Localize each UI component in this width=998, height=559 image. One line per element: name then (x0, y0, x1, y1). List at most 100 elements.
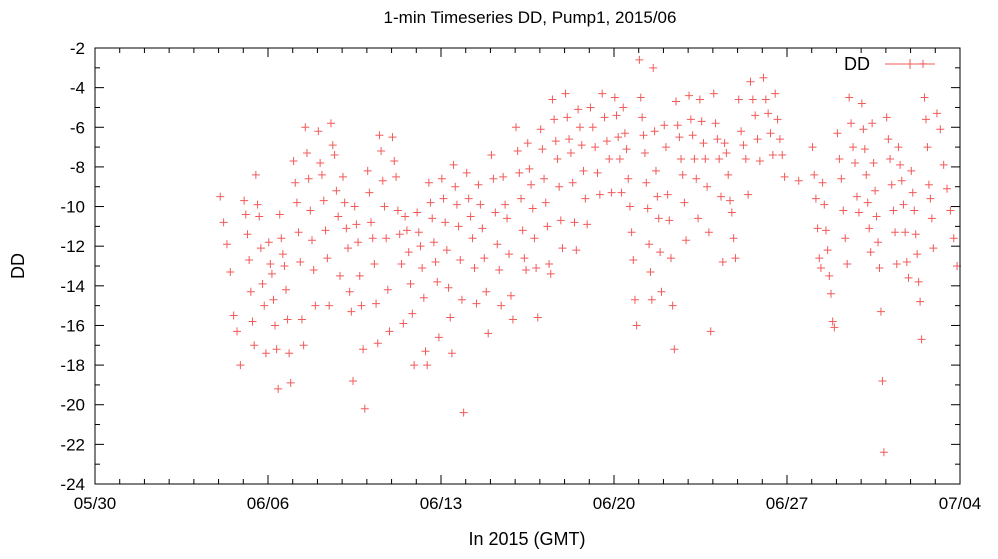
data-point (275, 210, 284, 219)
data-point (240, 196, 249, 205)
data-point (650, 127, 659, 136)
data-point (258, 279, 267, 288)
data-point (349, 376, 358, 385)
legend-label: DD (844, 54, 870, 74)
y-tick-label: -10 (60, 198, 85, 217)
data-point (401, 212, 410, 221)
data-point (326, 119, 335, 128)
data-point (540, 174, 549, 183)
data-point (926, 194, 935, 203)
y-tick-label: -22 (60, 435, 85, 454)
data-point (278, 250, 287, 259)
data-point (577, 141, 586, 150)
data-point (889, 206, 898, 215)
data-point (302, 149, 311, 158)
data-point (892, 260, 901, 269)
data-point (248, 317, 257, 326)
data-point (847, 119, 856, 128)
data-point (778, 151, 787, 160)
data-point (282, 285, 290, 294)
data-point (245, 256, 254, 265)
data-point (359, 345, 368, 354)
data-point (416, 242, 425, 251)
data-points (216, 55, 962, 457)
data-point (446, 313, 455, 322)
data-point (363, 166, 372, 175)
x-tick-label: 06/20 (593, 494, 636, 513)
data-point (910, 206, 919, 215)
data-point (418, 263, 427, 272)
data-point (229, 311, 238, 320)
data-point (794, 176, 803, 185)
data-point (280, 262, 289, 270)
data-point (913, 250, 922, 259)
data-point (478, 224, 487, 233)
data-point (316, 158, 325, 167)
data-point (635, 55, 644, 64)
data-point (520, 254, 529, 263)
data-point (739, 141, 748, 150)
data-point (896, 160, 905, 169)
data-point (506, 291, 515, 300)
data-point (413, 208, 422, 217)
data-point (882, 113, 891, 122)
y-tick-label: -12 (60, 237, 85, 256)
data-point (568, 178, 577, 187)
data-point (328, 141, 337, 150)
data-point (780, 172, 789, 181)
data-point (811, 194, 820, 203)
data-point (489, 174, 498, 183)
data-point (843, 260, 852, 269)
data-point (720, 139, 729, 148)
data-point (916, 297, 925, 306)
data-point (390, 156, 399, 165)
data-point (487, 151, 496, 160)
data-point (572, 246, 581, 255)
data-point (625, 202, 634, 211)
data-point (808, 143, 817, 152)
data-point (317, 170, 326, 179)
data-point (274, 384, 283, 393)
data-point (724, 170, 733, 179)
data-point (397, 260, 406, 269)
data-point (464, 194, 473, 203)
data-point (219, 218, 228, 227)
data-point (563, 113, 572, 122)
data-point (306, 206, 315, 215)
data-point (499, 172, 508, 181)
data-point (863, 198, 872, 207)
data-point (292, 198, 301, 207)
data-point (561, 89, 570, 98)
data-point (701, 154, 710, 163)
data-point (703, 182, 712, 191)
data-point (595, 190, 604, 199)
data-point (515, 168, 524, 177)
data-point (283, 315, 292, 324)
data-point (857, 99, 866, 108)
data-point (382, 234, 391, 243)
data-point (459, 408, 468, 417)
data-point (839, 206, 848, 215)
data-point (610, 93, 619, 102)
y-tick-label: -24 (60, 475, 85, 494)
data-point (354, 238, 363, 247)
data-point (323, 254, 332, 263)
data-point (636, 93, 645, 102)
data-point (365, 188, 374, 197)
data-point (222, 240, 231, 249)
data-point (645, 240, 654, 249)
data-point (741, 154, 750, 163)
data-point (835, 154, 844, 163)
legend: DD (844, 54, 935, 74)
data-point (734, 95, 743, 104)
data-point (761, 95, 770, 104)
data-point (406, 279, 415, 288)
data-point (946, 206, 955, 215)
data-point (558, 244, 567, 253)
data-point (699, 139, 708, 148)
data-point (713, 135, 722, 144)
data-point (517, 194, 526, 203)
data-point (449, 160, 458, 169)
